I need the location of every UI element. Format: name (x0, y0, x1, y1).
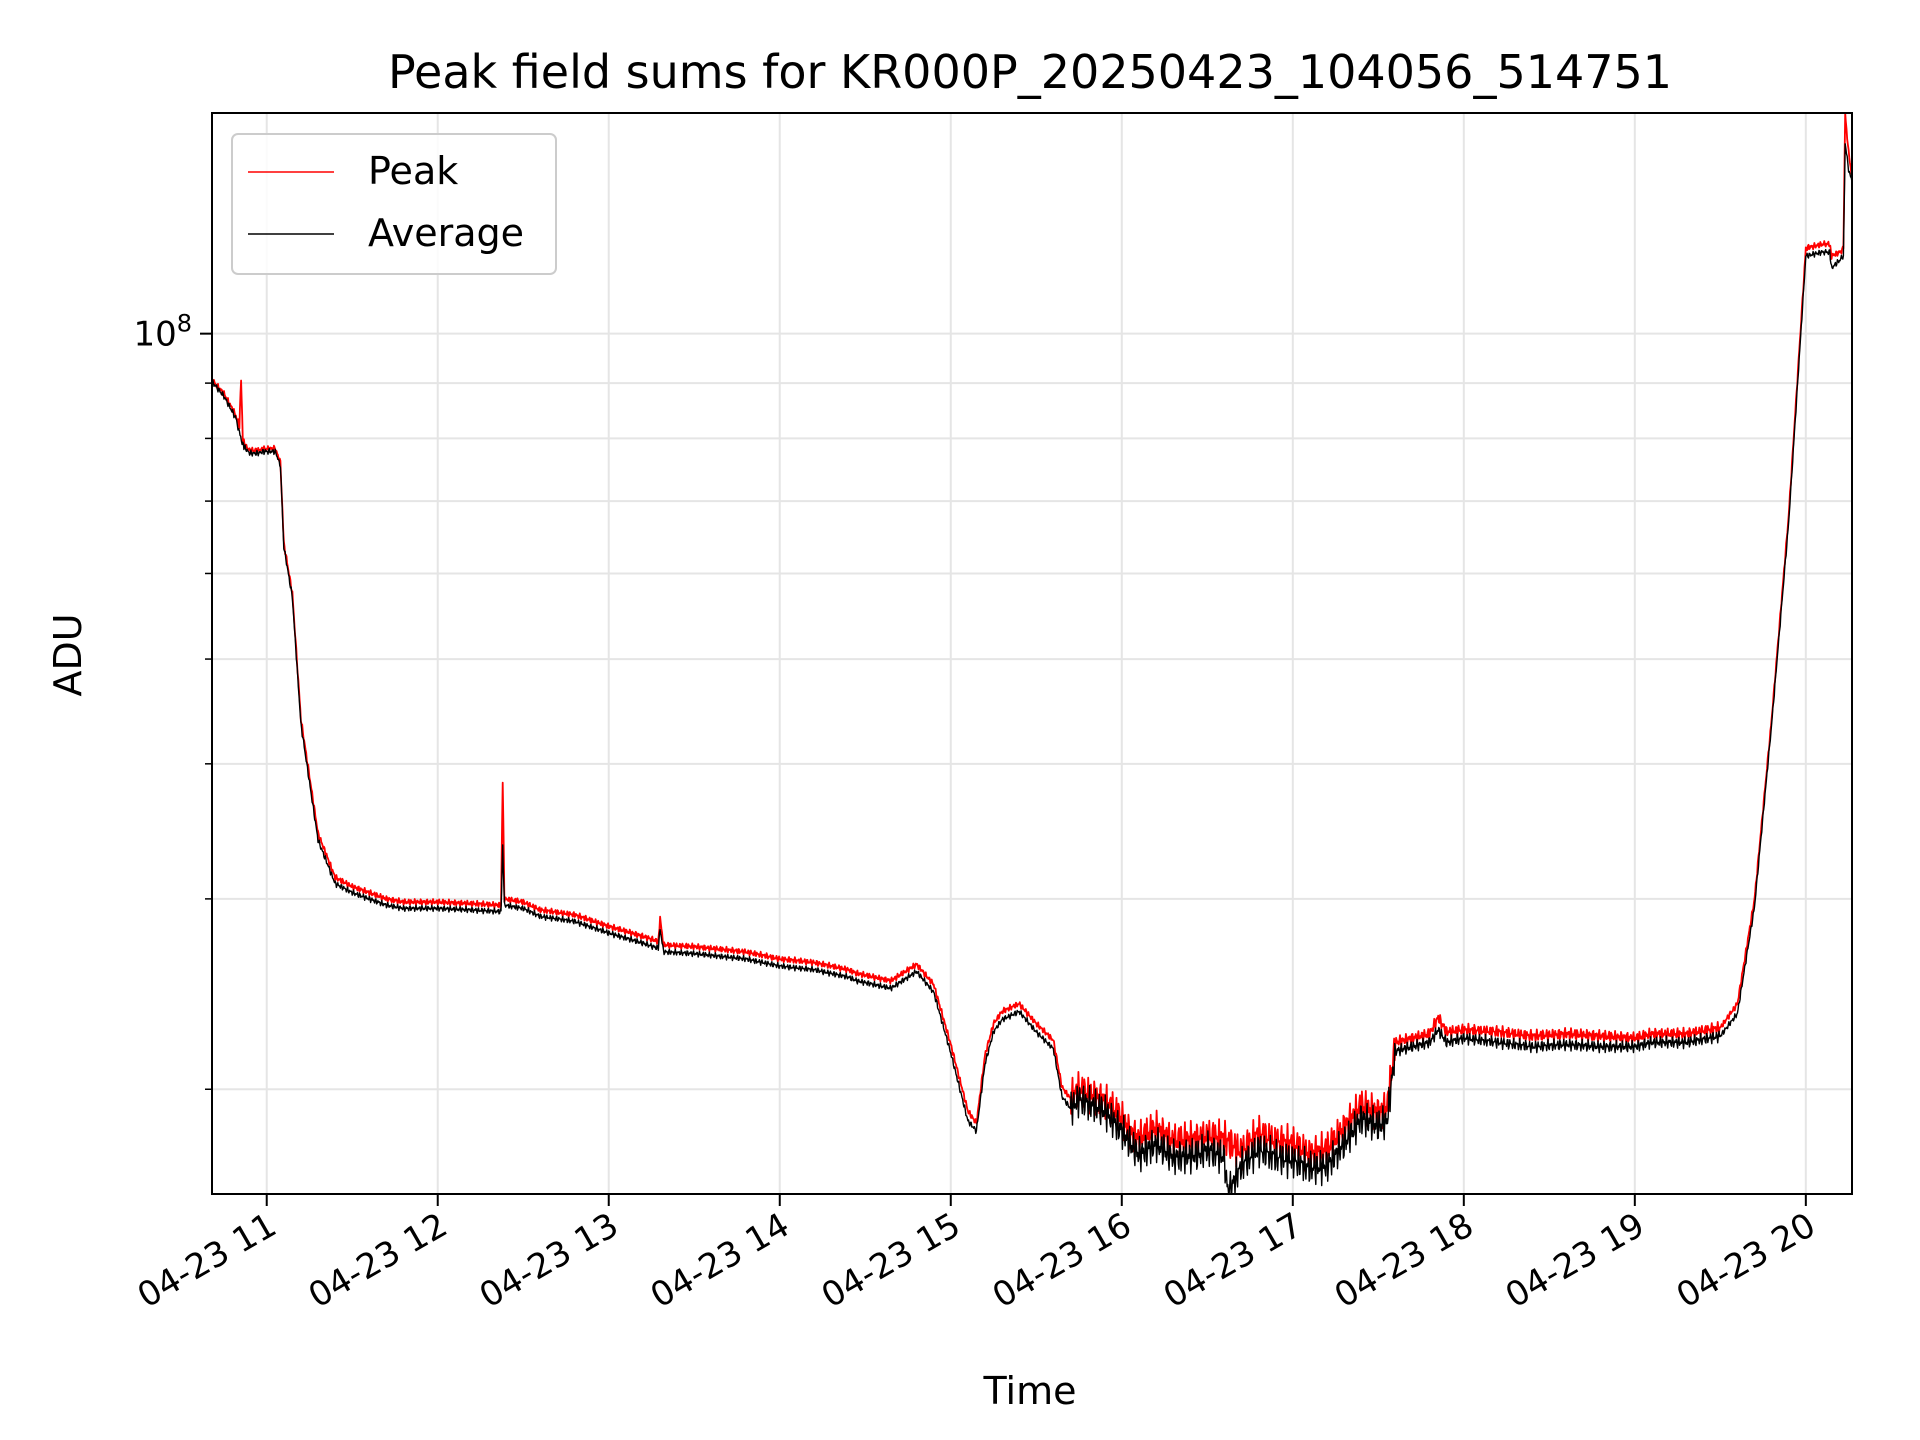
series-layer (211, 112, 1853, 1195)
series-line-average (211, 143, 1853, 1195)
chart-title: Peak field sums for KR000P_20250423_1040… (388, 45, 1672, 99)
legend: Peak Average (231, 133, 557, 275)
plot-frame (211, 112, 1853, 1195)
legend-label-peak: Peak (368, 149, 458, 193)
y-tick-label: 108 (133, 310, 192, 355)
grid (212, 113, 1852, 1194)
x-axis-label: Time (983, 1369, 1077, 1413)
legend-box (231, 133, 557, 275)
y-axis-label: ADU (46, 613, 90, 696)
series-line-peak (211, 112, 1853, 1173)
legend-label-average: Average (368, 211, 524, 255)
